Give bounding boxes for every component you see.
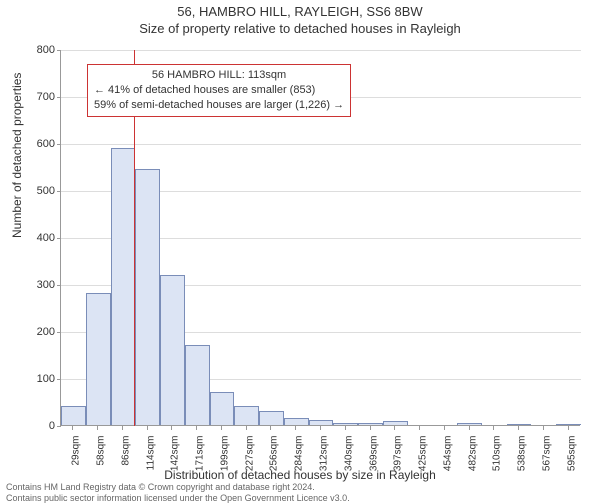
histogram-bar bbox=[383, 421, 408, 425]
x-tick-label: 29sqm bbox=[71, 436, 82, 466]
histogram-bar bbox=[135, 169, 160, 425]
x-tick-label: 454sqm bbox=[442, 436, 453, 472]
x-tick-label: 256sqm bbox=[269, 436, 280, 472]
x-tick-label: 199sqm bbox=[219, 436, 230, 472]
x-tick-mark bbox=[320, 426, 321, 430]
x-tick-mark bbox=[122, 426, 123, 430]
x-tick-label: 284sqm bbox=[294, 436, 305, 472]
annotation-line: ← 41% of detached houses are smaller (85… bbox=[94, 83, 344, 98]
histogram-bar bbox=[160, 275, 185, 425]
y-tick-label: 500 bbox=[27, 185, 55, 197]
x-tick-mark bbox=[97, 426, 98, 430]
x-tick-mark bbox=[171, 426, 172, 430]
x-tick-label: 58sqm bbox=[96, 436, 107, 466]
y-axis-label: Number of detached properties bbox=[10, 73, 24, 238]
x-tick-label: 595sqm bbox=[566, 436, 577, 472]
histogram-bar bbox=[61, 406, 86, 425]
x-tick-label: 340sqm bbox=[343, 436, 354, 472]
address-title: 56, HAMBRO HILL, RAYLEIGH, SS6 8BW bbox=[0, 4, 600, 19]
x-tick-mark bbox=[196, 426, 197, 430]
x-tick-label: 142sqm bbox=[170, 436, 181, 472]
histogram-bar bbox=[556, 424, 581, 425]
histogram-bar bbox=[333, 423, 358, 425]
y-tick-mark bbox=[57, 426, 61, 427]
y-tick-label: 100 bbox=[27, 373, 55, 385]
annotation-line: 59% of semi-detached houses are larger (… bbox=[94, 98, 344, 113]
plot-region: 0100200300400500600700800 56 HAMBRO HILL… bbox=[60, 50, 580, 426]
x-tick-label: 312sqm bbox=[319, 436, 330, 472]
x-tick-mark bbox=[419, 426, 420, 430]
x-tick-label: 397sqm bbox=[393, 436, 404, 472]
histogram-bar bbox=[309, 420, 334, 425]
annotation-line: 56 HAMBRO HILL: 113sqm bbox=[94, 68, 344, 83]
footer-line: Contains HM Land Registry data © Crown c… bbox=[6, 482, 594, 492]
x-tick-mark bbox=[270, 426, 271, 430]
histogram-bar bbox=[111, 148, 136, 425]
x-tick-mark bbox=[345, 426, 346, 430]
x-tick-label: 114sqm bbox=[145, 436, 156, 471]
x-tick-mark bbox=[568, 426, 569, 430]
x-tick-mark bbox=[295, 426, 296, 430]
histogram-bar bbox=[457, 423, 482, 425]
y-tick-label: 200 bbox=[27, 326, 55, 338]
x-tick-mark bbox=[72, 426, 73, 430]
x-tick-label: 425sqm bbox=[418, 436, 429, 472]
chart-subtitle: Size of property relative to detached ho… bbox=[0, 21, 600, 36]
x-axis-label: Distribution of detached houses by size … bbox=[0, 468, 600, 482]
x-tick-label: 86sqm bbox=[120, 436, 131, 466]
histogram-bar bbox=[86, 293, 111, 425]
annotation-box: 56 HAMBRO HILL: 113sqm ← 41% of detached… bbox=[87, 64, 351, 117]
x-tick-mark bbox=[543, 426, 544, 430]
x-tick-mark bbox=[370, 426, 371, 430]
histogram-bar bbox=[507, 424, 532, 425]
histogram-bar bbox=[210, 392, 235, 425]
chart-area: 0100200300400500600700800 56 HAMBRO HILL… bbox=[60, 50, 580, 426]
footer-line: Contains public sector information licen… bbox=[6, 493, 594, 503]
x-tick-mark bbox=[493, 426, 494, 430]
y-tick-label: 700 bbox=[27, 91, 55, 103]
x-tick-mark bbox=[394, 426, 395, 430]
y-tick-label: 0 bbox=[27, 420, 55, 432]
x-tick-label: 510sqm bbox=[492, 436, 503, 472]
histogram-bar bbox=[284, 418, 309, 425]
x-tick-mark bbox=[518, 426, 519, 430]
y-tick-label: 600 bbox=[27, 138, 55, 150]
x-tick-mark bbox=[221, 426, 222, 430]
y-tick-label: 800 bbox=[27, 44, 55, 56]
x-tick-mark bbox=[444, 426, 445, 430]
histogram-bar bbox=[259, 411, 284, 425]
x-tick-label: 369sqm bbox=[368, 436, 379, 472]
x-tick-mark bbox=[147, 426, 148, 430]
x-tick-mark bbox=[469, 426, 470, 430]
histogram-bar bbox=[358, 423, 383, 425]
histogram-bar bbox=[234, 406, 259, 425]
x-tick-label: 171sqm bbox=[195, 436, 206, 472]
y-tick-label: 400 bbox=[27, 232, 55, 244]
y-tick-label: 300 bbox=[27, 279, 55, 291]
x-tick-label: 227sqm bbox=[244, 436, 255, 472]
histogram-bar bbox=[185, 345, 210, 425]
x-tick-label: 482sqm bbox=[467, 436, 478, 472]
x-tick-label: 538sqm bbox=[517, 436, 528, 472]
x-tick-mark bbox=[246, 426, 247, 430]
x-tick-label: 567sqm bbox=[541, 436, 552, 472]
